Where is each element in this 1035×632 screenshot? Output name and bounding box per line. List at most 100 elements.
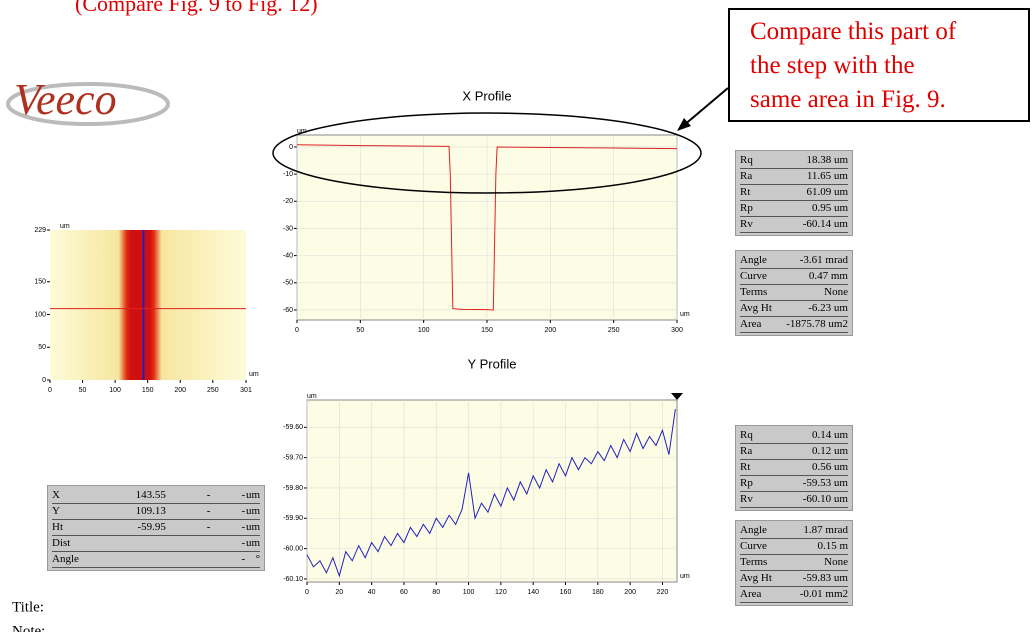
- table-row: Rv-60.14 um: [740, 217, 848, 233]
- x-tick-label: 200: [624, 589, 636, 596]
- x-tick-label: 200: [544, 327, 556, 334]
- table-cell: 1.87 mrad: [785, 523, 848, 538]
- table-cell: [106, 536, 165, 551]
- x-tick-label: 60: [400, 589, 408, 596]
- table-cell: 0.47 mm: [785, 269, 848, 284]
- table-cell: Ra: [740, 444, 785, 459]
- table-cell: Terms: [740, 555, 785, 570]
- table-cell: Curve: [740, 539, 785, 554]
- table-cell: 61.09 um: [785, 185, 848, 200]
- table-cell: -59.83 um: [785, 571, 848, 586]
- y-unit: um: [60, 223, 70, 230]
- table-row: Angle1.87 mrad: [740, 523, 848, 539]
- table-cell: [106, 552, 165, 567]
- y-tick-label: -60.00: [283, 545, 303, 552]
- table-cell: -: [210, 536, 245, 551]
- x-unit: um: [249, 371, 259, 378]
- y-tick-label: -40: [283, 252, 293, 259]
- y-tick-label: 229: [34, 227, 46, 234]
- table-row: TermsNone: [740, 555, 848, 571]
- table-cell: -: [210, 504, 245, 519]
- footer-title: Title:: [12, 599, 44, 615]
- y-tick-label: -59.60: [283, 424, 303, 431]
- table-cell: -3.61 mrad: [785, 253, 848, 268]
- table-row: Ht-59.95--um: [52, 520, 260, 536]
- table-cell: -6.23 um: [785, 301, 848, 316]
- table-row: Rt0.56 um: [740, 460, 848, 476]
- x-tick-label: 150: [142, 387, 154, 394]
- table-cell: um: [245, 520, 260, 535]
- table-row: Avg Ht-59.83 um: [740, 571, 848, 587]
- y-tick-label: -59.90: [283, 515, 303, 522]
- table-cell: [166, 552, 211, 567]
- x-tick-label: 140: [527, 589, 539, 596]
- x-tick-label: 100: [418, 327, 430, 334]
- table-row: Area-1875.78 um2: [740, 317, 848, 333]
- table-cell: -1875.78 um2: [785, 317, 848, 332]
- table-cell: -59.95: [106, 520, 165, 535]
- table-cell: -: [166, 488, 211, 503]
- table-row: Ra11.65 um: [740, 169, 848, 185]
- table-cell: um: [245, 536, 260, 551]
- stats-table: Rq0.14 umRa0.12 umRt0.56 umRp-59.53 umRv…: [735, 425, 853, 511]
- table-cell: -59.53 um: [785, 476, 848, 491]
- table-cell: Y: [52, 504, 106, 519]
- table-cell: Rq: [740, 428, 785, 443]
- x-tick-label: 250: [207, 387, 219, 394]
- y-tick-label: -20: [283, 198, 293, 205]
- table-cell: Dist: [52, 536, 106, 551]
- x-tick-label: 20: [335, 589, 343, 596]
- table-cell: -: [210, 520, 245, 535]
- page: {"header":{"note_top":"(Compare Fig. 9 t…: [0, 0, 1035, 632]
- table-cell: Curve: [740, 269, 785, 284]
- table-cell: 0.95 um: [785, 201, 848, 216]
- height-map: [50, 230, 246, 380]
- footer-note: Note:: [12, 623, 45, 632]
- table-cell: None: [785, 285, 848, 300]
- x-tick-label: 150: [481, 327, 493, 334]
- cursor-marker: [671, 393, 683, 400]
- table-cell: Ra: [740, 169, 785, 184]
- y-tick-label: -60: [283, 307, 293, 314]
- table-cell: Rt: [740, 185, 785, 200]
- y-tick-label: 0: [289, 144, 293, 151]
- logo: Veeco: [14, 75, 117, 124]
- x-tick-label: 301: [240, 387, 252, 394]
- table-row: Angle-°: [52, 552, 260, 568]
- y-tick-label: -30: [283, 225, 293, 232]
- table-row: Dist -um: [52, 536, 260, 552]
- table-cell: 18.38 um: [785, 153, 848, 168]
- table-cell: -: [210, 552, 245, 567]
- table-cell: Angle: [740, 523, 785, 538]
- x-tick-label: 100: [463, 589, 475, 596]
- table-row: Rq0.14 um: [740, 428, 848, 444]
- y-tick-label: -59.70: [283, 454, 303, 461]
- x-tick-label: 0: [295, 327, 299, 334]
- table-cell: -60.10 um: [785, 492, 848, 507]
- x-tick-label: 200: [174, 387, 186, 394]
- x-tick-label: 0: [48, 387, 52, 394]
- table-cell: Rp: [740, 201, 785, 216]
- table-cell: [166, 536, 211, 551]
- x-unit: um: [680, 311, 690, 318]
- table-cell: Area: [740, 317, 785, 332]
- table-row: Area-0.01 mm2: [740, 587, 848, 603]
- y-unit: um: [307, 393, 317, 400]
- table-cell: 0.15 m: [785, 539, 848, 554]
- table-cell: um: [245, 488, 260, 503]
- y-tick-label: 100: [34, 311, 46, 318]
- y-tick-label: 150: [34, 279, 46, 286]
- table-cell: 0.14 um: [785, 428, 848, 443]
- table-cell: 0.12 um: [785, 444, 848, 459]
- table-cell: Rt: [740, 460, 785, 475]
- table-cell: Rp: [740, 476, 785, 491]
